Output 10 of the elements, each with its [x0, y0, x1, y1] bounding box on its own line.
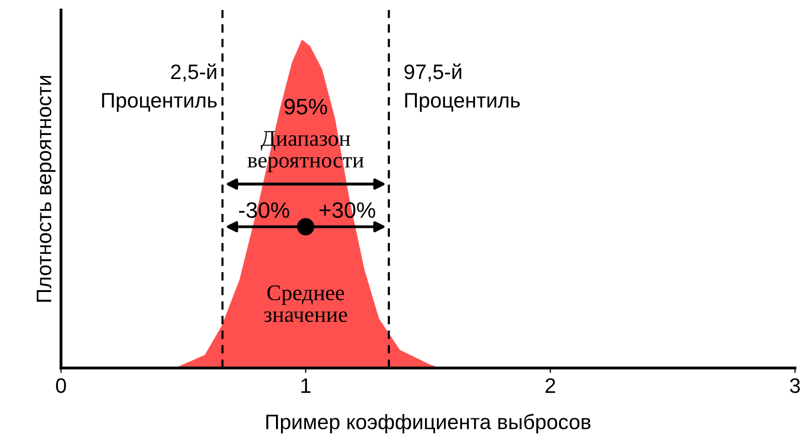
ref-line-label: 97,5-й Процентиль — [404, 64, 520, 112]
annotation: 95% — [284, 98, 328, 114]
x-axis-title: Пример коэффициента выбросов — [266, 414, 590, 434]
ref-line-label: 2,5-й Процентиль — [102, 64, 217, 112]
x-tick-label: 0 — [56, 378, 66, 394]
y-axis-title: Плотность вероятности — [36, 76, 56, 302]
annotation: Среднее значение — [264, 285, 348, 322]
x-tick-label: 3 — [790, 378, 800, 394]
x-tick-label: 1 — [301, 378, 310, 393]
x-tick-label: 2 — [546, 378, 556, 393]
